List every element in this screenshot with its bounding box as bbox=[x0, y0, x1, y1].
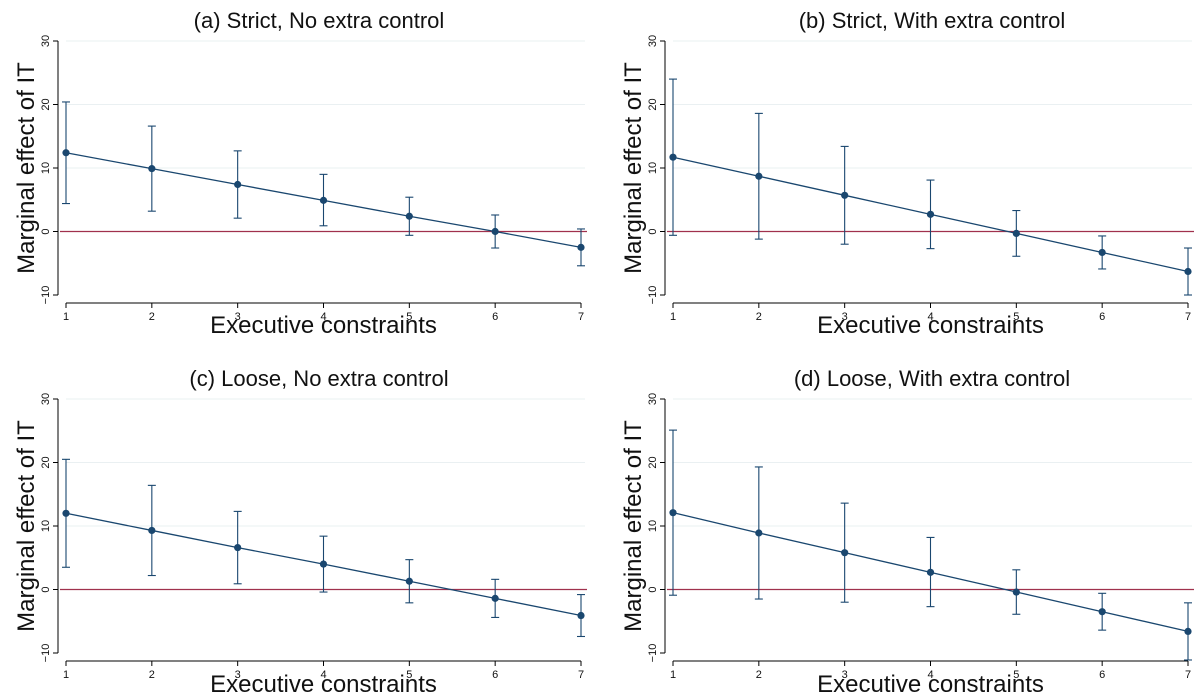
y-tick-label: 30 bbox=[647, 35, 659, 47]
x-axis-title: Executive constraints bbox=[817, 671, 1044, 698]
data-point bbox=[405, 577, 413, 585]
y-tick-label: 20 bbox=[40, 456, 52, 468]
y-tick-label: −10 bbox=[40, 286, 52, 305]
x-tick-label: 4 bbox=[927, 669, 933, 681]
data-point bbox=[405, 212, 413, 220]
x-tick-label: 2 bbox=[149, 311, 155, 323]
x-tick-label: 1 bbox=[63, 669, 69, 681]
x-tick-label: 5 bbox=[406, 669, 412, 681]
x-tick-label: 1 bbox=[63, 311, 69, 323]
panel-title: (a) Strict, No extra control bbox=[194, 8, 445, 33]
x-axis-title: Executive constraints bbox=[210, 671, 437, 698]
data-point bbox=[1184, 627, 1192, 636]
data-point bbox=[755, 172, 763, 180]
y-tick-label: −10 bbox=[647, 286, 659, 305]
data-point bbox=[841, 191, 849, 199]
x-tick-label: 3 bbox=[842, 311, 848, 323]
y-tick-label: 0 bbox=[647, 228, 659, 234]
x-tick-label: 4 bbox=[320, 311, 326, 323]
x-tick-label: 4 bbox=[927, 311, 933, 323]
data-point bbox=[148, 526, 156, 535]
x-tick-label: 2 bbox=[149, 669, 155, 681]
y-tick-label: 10 bbox=[40, 162, 52, 174]
x-tick-label: 7 bbox=[1185, 311, 1191, 323]
data-point bbox=[841, 549, 849, 557]
x-tick-label: 7 bbox=[578, 669, 584, 681]
x-tick-label: 3 bbox=[842, 669, 848, 681]
data-point bbox=[234, 543, 242, 552]
y-axis-title: Marginal effect of IT bbox=[13, 420, 40, 632]
x-axis-title: Executive constraints bbox=[210, 312, 437, 339]
x-tick-label: 5 bbox=[1013, 669, 1019, 681]
panel-title: (c) Loose, No extra control bbox=[189, 366, 448, 391]
data-point bbox=[669, 153, 677, 161]
y-tick-label: 30 bbox=[40, 35, 52, 47]
y-tick-label: 10 bbox=[647, 520, 659, 532]
data-point bbox=[1184, 267, 1192, 276]
x-axis-title: Executive constraints bbox=[817, 312, 1044, 339]
data-point bbox=[755, 529, 763, 537]
data-point bbox=[1098, 248, 1106, 257]
x-tick-label: 4 bbox=[320, 669, 326, 681]
y-tick-label: 0 bbox=[40, 586, 52, 592]
x-tick-label: 6 bbox=[1099, 669, 1105, 681]
x-tick-label: 6 bbox=[1099, 311, 1105, 323]
x-tick-label: 2 bbox=[756, 669, 762, 681]
panel-title: (d) Loose, With extra control bbox=[794, 366, 1070, 391]
y-tick-label: 10 bbox=[647, 162, 659, 174]
chart-panel-a: −10 0 10 20 30 1 2 3 4 5 6 7 (a) Strict, No extra co… bbox=[13, 8, 587, 339]
y-axis-title: Marginal effect of IT bbox=[13, 62, 40, 274]
data-point bbox=[1012, 229, 1020, 238]
x-tick-label: 1 bbox=[670, 311, 676, 323]
data-point bbox=[319, 196, 328, 204]
data-point bbox=[491, 594, 499, 602]
y-tick-label: −10 bbox=[40, 644, 52, 663]
y-tick-label: 0 bbox=[647, 586, 659, 592]
data-point bbox=[1012, 588, 1020, 596]
chart-panel-d: −10 0 10 20 30 1 2 3 4 5 6 7 (d) Loose, With extra c… bbox=[620, 366, 1194, 698]
y-tick-label: 0 bbox=[40, 228, 52, 234]
y-axis-title: Marginal effect of IT bbox=[620, 62, 647, 274]
x-tick-label: 3 bbox=[235, 311, 241, 323]
y-tick-label: 20 bbox=[647, 98, 659, 110]
x-tick-label: 3 bbox=[235, 669, 241, 681]
data-point bbox=[491, 227, 499, 236]
data-point bbox=[234, 180, 242, 189]
x-tick-label: 7 bbox=[1185, 669, 1191, 681]
x-tick-label: 7 bbox=[578, 311, 584, 323]
data-point bbox=[926, 210, 935, 218]
panel-title: (b) Strict, With extra control bbox=[799, 8, 1066, 33]
data-point bbox=[577, 611, 585, 620]
x-tick-label: 5 bbox=[1013, 311, 1019, 323]
x-tick-label: 1 bbox=[670, 669, 676, 681]
y-tick-label: 30 bbox=[40, 393, 52, 405]
x-tick-label: 5 bbox=[406, 311, 412, 323]
data-point bbox=[62, 509, 70, 517]
data-point bbox=[926, 568, 935, 576]
y-tick-label: 20 bbox=[647, 456, 659, 468]
data-point bbox=[669, 509, 677, 517]
data-point bbox=[1098, 608, 1106, 616]
x-tick-label: 6 bbox=[492, 669, 498, 681]
chart-panel-b: −10 0 10 20 30 1 2 3 4 5 6 7 (b) Strict, With extra … bbox=[620, 8, 1194, 339]
x-tick-label: 6 bbox=[492, 311, 498, 323]
data-point bbox=[148, 165, 156, 173]
y-tick-label: 30 bbox=[647, 393, 659, 405]
chart-panel-c: −10 0 10 20 30 1 2 3 4 5 6 7 (c) Loose, No extra con… bbox=[13, 366, 587, 698]
data-point bbox=[62, 149, 70, 157]
data-point bbox=[319, 560, 328, 568]
x-tick-label: 2 bbox=[756, 311, 762, 323]
data-point bbox=[577, 243, 585, 251]
y-tick-label: −10 bbox=[647, 644, 659, 663]
y-tick-label: 20 bbox=[40, 98, 52, 110]
y-tick-label: 10 bbox=[40, 520, 52, 532]
y-axis-title: Marginal effect of IT bbox=[620, 420, 647, 632]
